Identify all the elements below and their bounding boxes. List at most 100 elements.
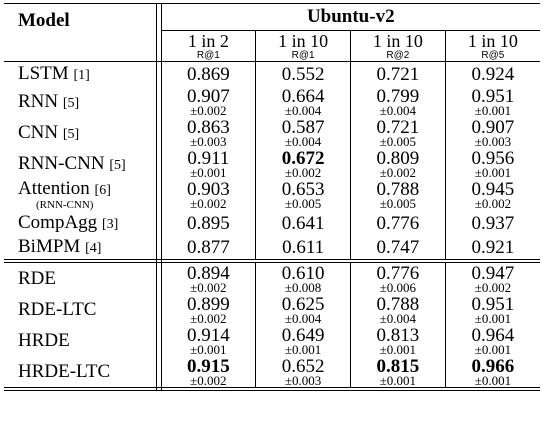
std-error: ±0.001 — [190, 341, 227, 357]
metric-value: 0.776 — [376, 262, 420, 284]
metric-value: 0.914 — [187, 324, 230, 346]
metric-value: 0.915 — [187, 355, 230, 377]
model-cell: BiMPM [4] — [4, 235, 157, 260]
value-cell: 0.813 ±0.001 — [350, 324, 446, 357]
table-row: BiMPM [4] 0.877 0.611 0.747 0.921 — [4, 235, 541, 260]
metric-value: 0.610 — [281, 262, 325, 284]
metric-value: 0.788 — [376, 179, 420, 201]
std-error: ±0.004 — [284, 133, 322, 149]
metric-value: 0.587 — [281, 116, 325, 138]
metric-value: 0.747 — [376, 236, 420, 258]
model-name: CNN — [18, 121, 59, 143]
model-citation: [5] — [62, 126, 80, 142]
std-error: ±0.003 — [284, 372, 322, 388]
table-row: HRDE 0.914 ±0.001 0.649 ±0.001 0.813 ±0.001 0.9… — [4, 324, 541, 357]
table-row: Attention [6] (RNN-CNN) 0.903 ±0.002 0.653 ±0… — [4, 178, 541, 212]
model-citation: [3] — [101, 217, 119, 233]
model-name: HRDE-LTC — [18, 360, 111, 382]
value-cell: 0.625 ±0.004 — [255, 293, 351, 326]
value-cell: 0.721 ±0.005 — [350, 116, 446, 148]
std-error: ±0.008 — [284, 279, 322, 295]
model-cell: CNN [5] — [4, 117, 157, 148]
gap-cell — [156, 61, 162, 86]
value-cell: 0.652 ±0.003 — [255, 355, 351, 389]
std-error: ±0.006 — [379, 279, 417, 295]
value-cell: 0.947 ±0.002 — [444, 262, 541, 295]
metric-value: 0.721 — [376, 63, 420, 85]
model-name: LSTM — [18, 63, 69, 85]
model-name: RDE — [18, 267, 56, 289]
header-dataset: Ubuntu-v2 — [161, 3, 541, 31]
value-cell: 0.951 ±0.001 — [444, 86, 541, 117]
value-cell: 0.945 ±0.002 — [444, 179, 541, 212]
model-name: Attention — [18, 178, 90, 199]
std-error: ±0.002 — [190, 310, 227, 326]
std-error: ±0.004 — [379, 310, 417, 326]
table-row: CNN [5] 0.863 ±0.003 0.587 ±0.004 0.721 ±0.005… — [4, 116, 541, 149]
model-citation: [5] — [109, 157, 126, 173]
metric-name: R@1 — [291, 49, 315, 61]
metric-value: 0.664 — [281, 85, 325, 107]
std-error: ±0.001 — [474, 310, 512, 326]
model-cell: RNN [5] — [4, 86, 157, 117]
gap-cell — [156, 179, 162, 212]
value-cell: 0.815 ±0.001 — [350, 355, 446, 389]
table-row: RNN-CNN [5] 0.911 ±0.001 0.672 ±0.002 0.809 ±0… — [4, 147, 541, 180]
metric-value: 0.911 — [187, 147, 230, 169]
metric-value: 0.947 — [471, 262, 515, 284]
table-row: CompAgg [3] 0.895 0.641 0.776 0.937 — [4, 211, 541, 236]
metric-value: 0.956 — [471, 147, 515, 169]
value-cell: 0.641 — [255, 211, 351, 236]
value-cell: 0.863 ±0.003 — [161, 117, 256, 148]
metric-name: R@5 — [481, 49, 505, 61]
value-cell: 0.921 — [444, 235, 541, 260]
metric-value: 0.945 — [471, 179, 515, 201]
std-error: ±0.002 — [474, 279, 512, 295]
model-cell: RDE-LTC — [4, 294, 157, 326]
metric-value: 0.895 — [187, 212, 230, 234]
model-subname: (RNN-CNN) — [36, 198, 94, 211]
metric-value: 0.951 — [471, 293, 515, 315]
metric-value: 0.625 — [281, 293, 325, 315]
std-error: ±0.001 — [474, 372, 512, 388]
metric-name: R@2 — [386, 49, 410, 61]
gap-cell — [156, 294, 162, 326]
model-name: CompAgg — [18, 212, 98, 234]
value-cell: 0.964 ±0.001 — [444, 325, 541, 357]
value-cell: 0.552 — [255, 61, 351, 86]
std-error: ±0.002 — [190, 372, 227, 388]
metric-value: 0.641 — [281, 212, 325, 234]
metric-value: 0.966 — [471, 355, 515, 377]
metric-value: 0.869 — [187, 63, 230, 85]
value-cell: 0.776 — [350, 211, 446, 236]
model-cell: HRDE — [4, 325, 157, 357]
value-cell: 0.907 ±0.003 — [444, 117, 541, 148]
std-error: ±0.002 — [284, 164, 322, 180]
value-cell: 0.664 ±0.004 — [255, 85, 351, 117]
metric-setting: 1 in 10 — [278, 30, 329, 51]
gap-cell — [156, 325, 162, 357]
metric-header: 1 in 2 R@1 — [161, 30, 256, 62]
model-name: RNN-CNN — [18, 152, 105, 174]
model-cell: Attention [6] (RNN-CNN) — [4, 178, 157, 212]
metric-header: 1 in 10 R@1 — [255, 30, 351, 62]
table-row: RNN [5] 0.907 ±0.002 0.664 ±0.004 0.799 ±0.004… — [4, 85, 541, 117]
metric-value: 0.815 — [376, 355, 420, 377]
metric-value: 0.788 — [376, 293, 420, 315]
metric-value: 0.877 — [187, 236, 230, 258]
value-cell: 0.911 ±0.001 — [161, 148, 256, 179]
model-cell: CompAgg [3] — [4, 211, 157, 236]
value-cell: 0.747 — [350, 235, 446, 260]
value-cell: 0.956 ±0.001 — [444, 147, 541, 179]
metric-value: 0.652 — [281, 355, 325, 377]
value-cell: 0.869 — [161, 62, 256, 87]
model-cell: RNN-CNN [5] — [4, 148, 157, 179]
std-error: ±0.001 — [284, 341, 322, 357]
metric-value: 0.653 — [281, 179, 325, 201]
metric-header: 1 in 10 R@2 — [350, 30, 446, 62]
metric-setting: 1 in 10 — [372, 30, 423, 51]
metric-value: 0.813 — [376, 324, 420, 346]
gap-cell — [156, 356, 162, 389]
metric-value: 0.721 — [376, 116, 420, 138]
